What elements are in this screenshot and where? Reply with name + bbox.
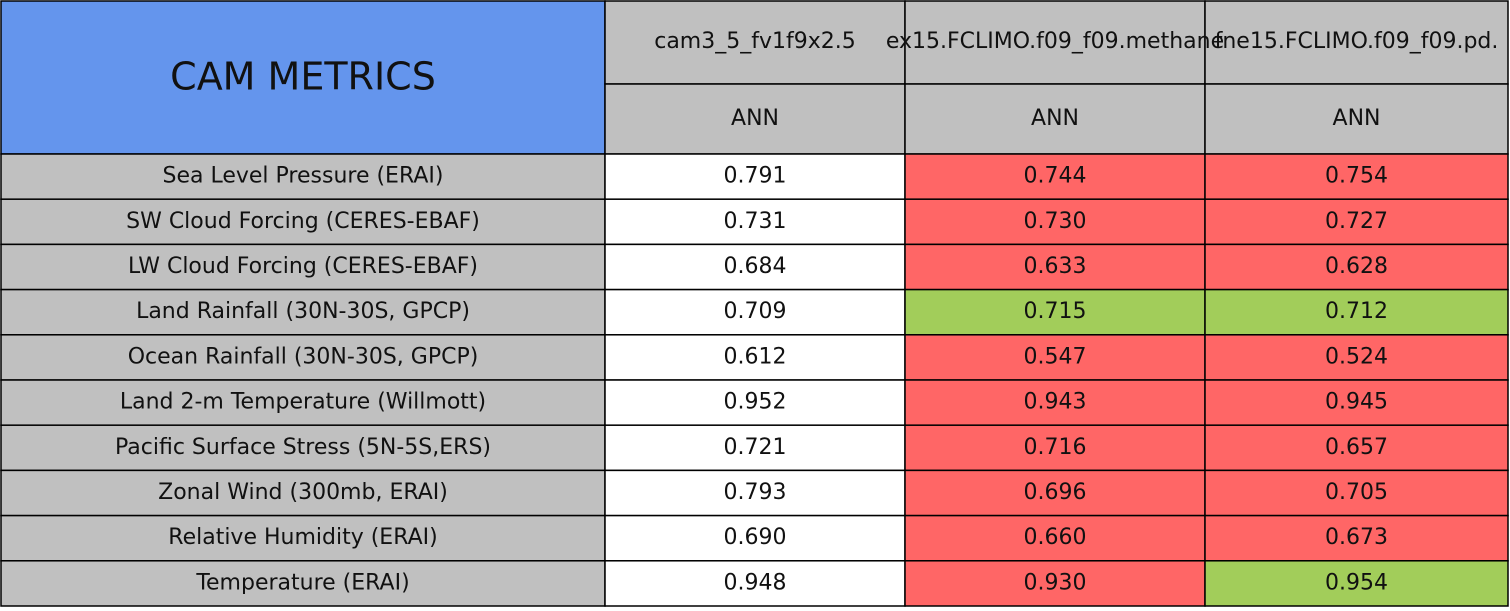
value: 0.793: [724, 480, 787, 505]
value-cell: [1204, 243, 1509, 291]
table-title: CAM METRICS: [170, 55, 436, 99]
value-cell: [604, 379, 906, 426]
column-name: cam3_5_fv1f9x2.5: [654, 29, 856, 54]
row-label: Pacific Surface Stress (5N-5S,ERS): [115, 435, 491, 460]
row-label: Land 2-m Temperature (Willmott): [120, 390, 486, 415]
row-label: Zonal Wind (300mb, ERAI): [158, 480, 448, 505]
value-cell: [904, 288, 1206, 336]
row-label-cell: [0, 198, 606, 246]
value: 0.952: [724, 390, 787, 415]
value: 0.715: [1024, 299, 1087, 324]
value: 0.730: [1024, 209, 1087, 234]
value: 0.547: [1024, 344, 1087, 369]
value: 0.673: [1325, 525, 1388, 550]
value: 0.705: [1325, 480, 1388, 505]
row-label-cell: [0, 469, 606, 517]
row-label: Ocean Rainfall (30N-30S, GPCP): [128, 344, 479, 369]
value-cell: [1204, 288, 1509, 336]
value-cell: [904, 198, 1206, 246]
value: 0.754: [1325, 164, 1388, 189]
row-label-cell: [0, 514, 606, 562]
value-cell: [1204, 379, 1509, 426]
title-cell: [0, 0, 606, 155]
value-cell: [904, 153, 1206, 200]
value: 0.657: [1325, 435, 1388, 460]
value: 0.948: [724, 570, 787, 595]
row-label-cell: [0, 288, 606, 336]
value: 0.628: [1325, 254, 1388, 279]
value-cell: [1204, 469, 1509, 517]
period-cell: [604, 83, 906, 155]
value: 0.791: [724, 164, 787, 189]
column-period: ANN: [1333, 106, 1381, 131]
value-cell: [604, 243, 906, 291]
value-cell: [1204, 153, 1509, 200]
value-cell: [904, 243, 1206, 291]
row-label: Sea Level Pressure (ERAI): [163, 164, 444, 189]
column-period: ANN: [731, 106, 779, 131]
column-period: ANN: [1031, 106, 1079, 131]
row-label-cell: [0, 153, 606, 200]
row-label: SW Cloud Forcing (CERES-EBAF): [126, 209, 480, 234]
value: 0.930: [1024, 570, 1087, 595]
header-cell: [1204, 0, 1509, 85]
value: 0.727: [1325, 209, 1388, 234]
value: 0.612: [724, 344, 787, 369]
value: 0.744: [1024, 164, 1087, 189]
column-name: ex15.FCLIMO.f09_f09.methane: [886, 29, 1224, 54]
value: 0.690: [724, 525, 787, 550]
value-cell: [604, 560, 906, 607]
value: 0.945: [1325, 390, 1388, 415]
value-cell: [1204, 334, 1509, 381]
row-label-cell: [0, 243, 606, 291]
value-cell: [604, 334, 906, 381]
header-cell: [604, 0, 906, 85]
value: 0.709: [724, 299, 787, 324]
row-label: Temperature (ERAI): [195, 570, 409, 595]
value-cell: [904, 560, 1206, 607]
value: 0.721: [724, 435, 787, 460]
row-label: Land Rainfall (30N-30S, GPCP): [136, 299, 470, 324]
value-cell: [904, 514, 1206, 562]
value: 0.943: [1024, 390, 1087, 415]
value: 0.633: [1024, 254, 1087, 279]
value: 0.524: [1325, 344, 1388, 369]
value: 0.684: [724, 254, 787, 279]
value: 0.731: [724, 209, 787, 234]
column-name: fne15.FCLIMO.f09_f09.pd.: [1215, 29, 1499, 54]
value-cell: [604, 288, 906, 336]
value-cell: [1204, 514, 1509, 562]
row-label: Relative Humidity (ERAI): [168, 525, 437, 550]
value-cell: [1204, 560, 1509, 607]
header-cell: [904, 0, 1206, 85]
value-cell: [604, 469, 906, 517]
value: 0.716: [1024, 435, 1087, 460]
value: 0.712: [1325, 299, 1388, 324]
value: 0.696: [1024, 480, 1087, 505]
row-label-cell: [0, 379, 606, 426]
row-label: LW Cloud Forcing (CERES-EBAF): [128, 254, 478, 279]
value: 0.660: [1024, 525, 1087, 550]
value: 0.954: [1325, 570, 1388, 595]
period-cell: [904, 83, 1206, 155]
